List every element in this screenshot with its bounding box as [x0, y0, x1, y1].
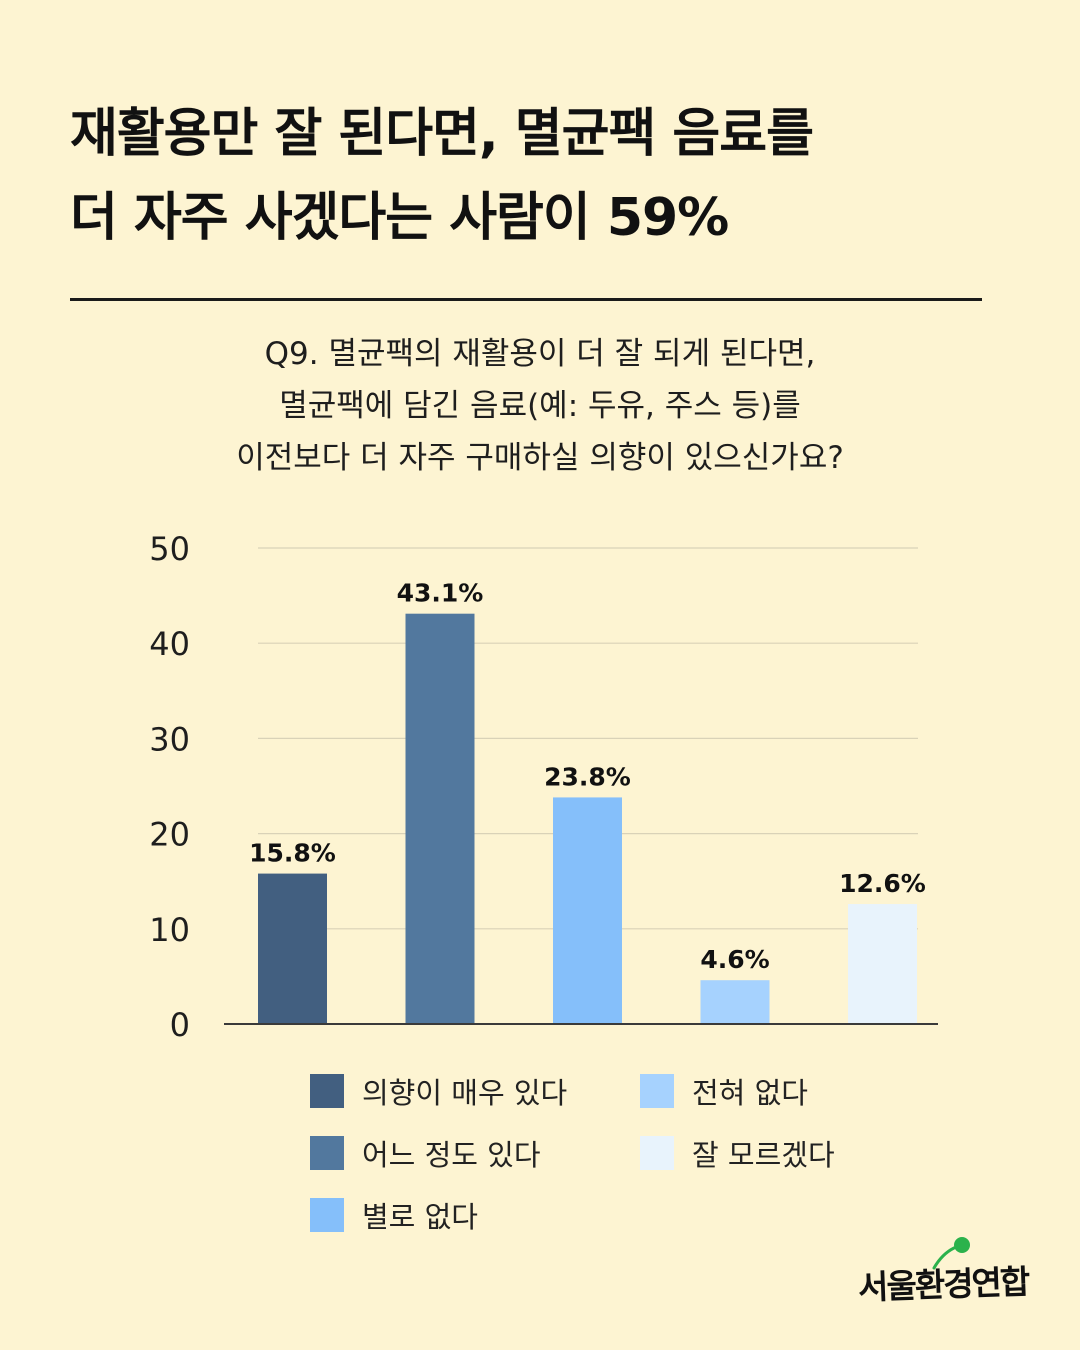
bar-value-label: 12.6% [839, 869, 926, 898]
y-tick-label: 50 [149, 530, 190, 568]
legend-swatch [640, 1074, 674, 1108]
question-line-3: 이전보다 더 자주 구매하실 의향이 있으신가요? [236, 440, 844, 476]
legend-swatch [310, 1198, 344, 1232]
legend-label: 전혀 없다 [692, 1076, 808, 1110]
legend-item: 전혀 없다 [640, 1070, 808, 1112]
legend-swatch [640, 1136, 674, 1170]
legend-label: 별로 없다 [362, 1200, 478, 1234]
chart-value-labels: 15.8% 43.1% 23.8% 4.6% 12.6% [249, 579, 926, 975]
logo: 서울환경연합 [857, 1232, 1029, 1312]
legend-label: 어느 정도 있다 [362, 1138, 541, 1172]
headline: 재활용만 잘 된다면, 멸균팩 음료를 더 자주 사겠다는 사람이 59% [70, 92, 1020, 260]
bar-value-label: 4.6% [700, 945, 769, 974]
question-line-1: Q9. 멸균팩의 재활용이 더 잘 되게 된다면, [264, 336, 816, 372]
legend-swatch [310, 1136, 344, 1170]
bar-chart: 0 10 20 30 40 50 15.8% 43.1% 23.8% 4.6% 12.6% [149, 530, 938, 1044]
y-tick-label: 0 [170, 1006, 190, 1044]
bar-4 [700, 980, 770, 1024]
bar-3 [553, 797, 622, 1024]
legend-swatch [310, 1074, 344, 1108]
bar-value-label: 15.8% [249, 839, 336, 868]
bar-5 [848, 904, 917, 1024]
leaf-icon [932, 1237, 970, 1270]
headline-line-1: 재활용만 잘 된다면, 멸균팩 음료를 [70, 104, 814, 164]
y-tick-label: 20 [149, 816, 190, 854]
chart-bars [258, 613, 917, 1024]
headline-line-2: 더 자주 사겠다는 사람이 59% [70, 188, 729, 248]
bar-value-label: 23.8% [544, 762, 631, 791]
legend-item: 의향이 매우 있다 [310, 1070, 567, 1112]
survey-question: Q9. 멸균팩의 재활용이 더 잘 되게 된다면, 멸균팩에 담긴 음료(예: … [40, 328, 1040, 484]
legend-item: 잘 모르겠다 [640, 1132, 835, 1174]
y-axis-ticks: 0 10 20 30 40 50 [149, 530, 190, 1044]
bar-2 [405, 613, 475, 1024]
legend-item: 어느 정도 있다 [310, 1132, 541, 1174]
legend-item: 별로 없다 [310, 1194, 478, 1236]
legend-label: 잘 모르겠다 [692, 1138, 835, 1172]
y-tick-label: 10 [149, 911, 190, 949]
chart-grid [258, 547, 918, 930]
logo-text: 서울환경연합 [857, 1262, 1029, 1307]
question-line-2: 멸균팩에 담긴 음료(예: 두유, 주스 등)를 [279, 388, 801, 424]
legend-label: 의향이 매우 있다 [362, 1076, 568, 1110]
divider [70, 298, 982, 301]
bar-1 [258, 873, 327, 1024]
bar-value-label: 43.1% [397, 579, 484, 608]
y-tick-label: 30 [149, 720, 190, 758]
y-tick-label: 40 [149, 625, 190, 663]
